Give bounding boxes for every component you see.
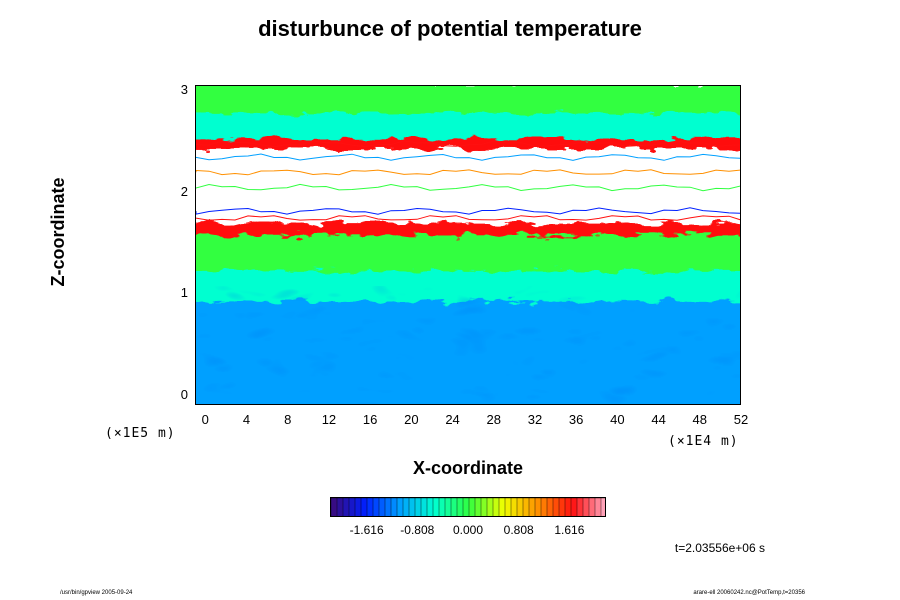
colorbar-swatch [570,498,578,516]
colorbar-swatch [354,498,362,516]
low-level-eddies [196,286,740,404]
colorbar-swatch [474,498,482,516]
colorbar-swatch [450,498,458,516]
x-tick-label: 20 [404,412,419,427]
field-band-6 [196,109,740,139]
colorbar [330,497,606,517]
x-tick-label: 4 [242,412,251,427]
x-tick-label: 36 [568,412,584,427]
colorbar-swatch [402,498,410,516]
colorbar-swatch [588,498,596,516]
x-tick-label: 48 [692,412,708,427]
y-tick-label: 3 [180,82,188,98]
colorbar-swatches [331,498,605,516]
colorbar-swatch [396,498,404,516]
field-band-2 [196,231,740,271]
colorbar-swatch [468,498,476,516]
x-axis-label: X-coordinate [412,458,523,478]
y-tick-label: 2 [180,183,188,199]
colorbar-swatch [534,498,542,516]
x-tick-label: 16 [362,412,378,427]
x-tick-label: 0 [201,412,209,427]
chart-title: disturbunce of potential temperature [258,16,642,41]
contour-streak-2 [196,183,740,192]
plot-area [195,85,741,405]
colorbar-swatch [600,498,605,516]
x-scale-note: (×1E4 m) [668,434,739,449]
colorbar-swatch [498,498,506,516]
colorbar-swatch [552,498,560,516]
colorbar-swatch [384,498,392,516]
colorbar-swatch [378,498,386,516]
x-tick-label: 24 [445,412,460,427]
colorbar-swatch [456,498,464,516]
x-tick-label: 44 [651,412,666,427]
field-band-3 [196,219,740,236]
footer-right: arare-ell 20060242.nc@PotTemp,t=20356 [693,590,805,596]
colorbar-swatch [576,498,584,516]
colorbar-swatch [414,498,422,516]
contour-streak-5 [196,140,740,148]
colorbar-tick-label: -1.616 [349,523,384,537]
y-tick-label: 1 [180,285,188,301]
colorbar-swatch [426,498,434,516]
x-tick-label: 12 [321,412,337,427]
colorbar-swatch [336,498,344,516]
colorbar-tick-label: 0.000 [452,523,484,537]
contour-streak-0 [196,215,740,221]
colorbar-swatch [360,498,368,516]
heatmap-field [196,86,740,404]
colorbar-swatch [540,498,548,516]
colorbar-tick-label: 1.616 [554,523,585,537]
colorbar-swatch [558,498,566,516]
colorbar-swatch [522,498,530,516]
time-label: t=2.03556e+06 s [674,541,765,555]
colorbar-swatch [492,498,500,516]
colorbar-swatch [594,498,602,516]
colorbar-swatch [528,498,536,516]
colorbar-tick-label: 0.808 [503,523,534,537]
x-tick-label: 8 [284,412,292,427]
colorbar-swatch [582,498,590,516]
contour-streak-4 [196,153,740,161]
colorbar-swatch [504,498,512,516]
contour-streak-1 [196,207,740,215]
colorbar-swatch [486,498,494,516]
field-band-7 [196,86,740,114]
x-tick-label: 52 [733,412,749,427]
colorbar-swatch [366,498,374,516]
y-tick-label: 0 [180,386,188,402]
colorbar-swatch [462,498,470,516]
x-tick-label: 32 [527,412,543,427]
y-axis-label: Z-coordinate [48,177,68,287]
y-scale-note: (×1E5 m) [105,426,176,441]
contour-streak-3 [196,169,740,176]
colorbar-swatch [438,498,446,516]
colorbar-swatch [331,498,338,516]
colorbar-swatch [420,498,428,516]
colorbar-swatch [372,498,380,516]
colorbar-swatch [480,498,488,516]
colorbar-swatch [432,498,440,516]
colorbar-swatch [444,498,452,516]
colorbar-swatch [510,498,518,516]
colorbar-swatch [342,498,350,516]
colorbar-swatch [390,498,398,516]
colorbar-swatch [348,498,356,516]
colorbar-swatch [546,498,554,516]
x-tick-label: 40 [610,412,625,427]
colorbar-swatch [516,498,524,516]
footer-left: /usr/bin/gpview 2005-09-24 [60,590,133,596]
x-tick-label: 28 [486,412,501,427]
colorbar-swatch [564,498,572,516]
colorbar-tick-label: -0.808 [400,523,435,537]
colorbar-swatch [408,498,416,516]
